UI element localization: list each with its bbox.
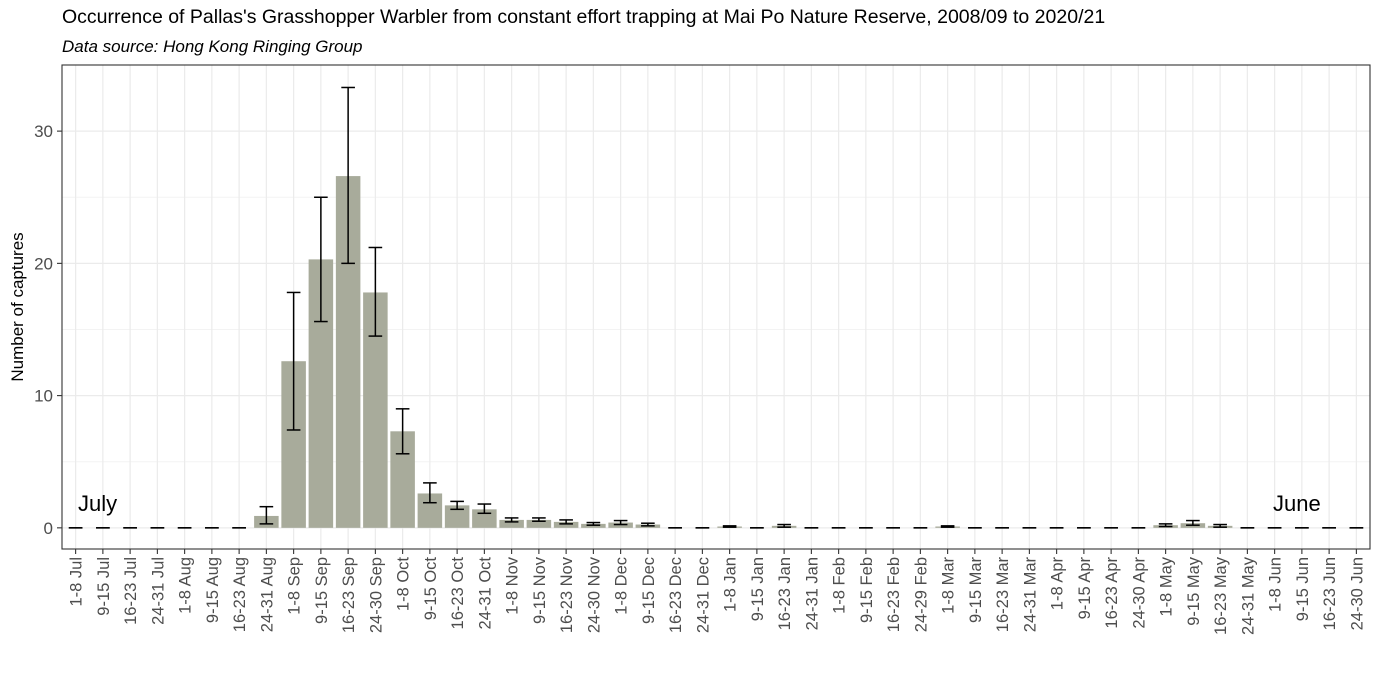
x-tick-label: 24-30 Sep	[367, 557, 385, 633]
error-bar	[341, 86, 355, 265]
x-tick-label: 16-23 May	[1212, 556, 1230, 635]
error-bar	[940, 525, 955, 528]
x-tick-label: 24-31 Dec	[694, 557, 712, 633]
bar	[444, 505, 470, 528]
error-bar	[777, 523, 791, 528]
error-bar	[532, 517, 546, 522]
error-bar	[1213, 523, 1227, 528]
x-tick-label: 9-15 Sep	[313, 557, 331, 624]
x-tick-label: 16-23 Jul	[122, 557, 140, 625]
x-tick-label: 9-15 Feb	[858, 557, 876, 623]
x-tick-label: 9-15 Jun	[1294, 557, 1312, 621]
x-tick-label: 9-15 Jul	[95, 557, 113, 616]
error-bar	[450, 500, 464, 511]
x-tick-label: 9-15 Dec	[640, 557, 658, 624]
x-tick-label: 16-23 Sep	[340, 557, 358, 633]
x-tick-label: 1-8 Apr	[1049, 556, 1067, 610]
annotation-july: July	[78, 491, 117, 516]
x-tick-label: 1-8 Nov	[504, 556, 522, 615]
error-bar	[504, 517, 519, 523]
x-tick-label: 1-8 Oct	[395, 557, 413, 612]
x-tick-label: 16-23 Jun	[1321, 557, 1339, 630]
x-tick-label: 9-15 May	[1185, 556, 1203, 626]
error-bar	[314, 196, 328, 323]
x-tick-label: 16-23 Nov	[558, 556, 576, 633]
x-tick-label: 24-30 Nov	[585, 556, 603, 633]
x-tick-label: 9-15 Aug	[204, 557, 222, 623]
error-bar	[395, 408, 410, 455]
error-bar	[559, 519, 573, 525]
error-bar	[722, 525, 737, 528]
y-tick-label: 10	[34, 387, 53, 406]
error-bar	[586, 521, 601, 526]
x-tick-label: 1-8 May	[1158, 556, 1176, 616]
x-tick-label: 16-23 Jan	[776, 557, 794, 630]
y-axis-label: Number of captures	[8, 232, 27, 381]
x-tick-label: 9-15 Nov	[531, 556, 549, 624]
error-bar	[613, 519, 628, 526]
x-tick-label: 24-30 Jun	[1348, 557, 1366, 630]
plot-panel	[62, 65, 1370, 549]
x-tick-label: 16-23 Oct	[449, 557, 467, 630]
error-bar	[423, 482, 437, 504]
y-tick-label: 0	[44, 519, 53, 538]
x-tick-label: 9-15 Jan	[749, 557, 767, 621]
x-tick-label: 24-30 Apr	[1130, 557, 1148, 629]
x-tick-label: 24-31 Oct	[476, 557, 494, 630]
x-tick-label: 24-31 Jan	[803, 557, 821, 630]
chart-title: Occurrence of Pallas's Grasshopper Warbl…	[62, 6, 1106, 28]
x-tick-label: 16-23 Mar	[994, 556, 1012, 632]
x-tick-label: 24-31 Aug	[258, 557, 276, 632]
bar	[526, 519, 552, 528]
x-tick-label: 16-23 Apr	[1103, 557, 1121, 629]
bar	[499, 519, 524, 528]
x-tick-label: 24-31 Mar	[1021, 556, 1039, 632]
x-tick-label: 9-15 Mar	[967, 557, 985, 624]
x-tick-label: 1-8 Jul	[68, 557, 86, 607]
error-bar	[259, 505, 274, 525]
x-tick-label: 1-8 Jun	[1267, 557, 1285, 612]
x-tick-label: 24-31 May	[1239, 556, 1257, 635]
x-tick-label: 16-23 Dec	[667, 557, 685, 633]
x-tick-label: 1-8 Sep	[286, 557, 304, 615]
grid-lines	[62, 65, 1370, 549]
bar	[553, 521, 579, 528]
error-bar	[1158, 523, 1173, 528]
error-bar	[477, 503, 492, 515]
y-tick-label: 30	[34, 122, 53, 141]
x-tick-label: 24-31 Jul	[149, 557, 167, 625]
chart-subtitle: Data source: Hong Kong Ringing Group	[62, 37, 363, 56]
x-tick-label: 16-23 Feb	[885, 557, 903, 632]
x-tick-label: 1-8 Feb	[831, 557, 849, 614]
x-tick-label: 1-8 Jan	[722, 557, 740, 612]
error-bar	[1186, 519, 1200, 526]
annotation-june: June	[1273, 491, 1321, 516]
y-axis: 0 10 20 30	[34, 122, 62, 538]
error-bar	[368, 246, 383, 337]
x-tick-label: 1-8 Dec	[613, 557, 631, 615]
x-tick-label: 9-15 Oct	[422, 557, 440, 621]
x-axis: 1-8 Jul 9-15 Jul 16-23 Jul 24-31 Jul 1-8 Aug…	[68, 549, 1366, 635]
x-tick-label: 16-23 Aug	[231, 557, 249, 632]
error-bar	[641, 522, 655, 527]
x-tick-label: 1-8 Aug	[177, 557, 195, 614]
x-tick-label: 24-29 Feb	[912, 557, 930, 632]
error-bars	[68, 86, 1364, 529]
y-tick-label: 20	[34, 254, 53, 273]
x-tick-label: 1-8 Mar	[940, 557, 958, 614]
error-bar	[286, 291, 301, 431]
plot-border	[61, 64, 1371, 550]
x-tick-label: 9-15 Apr	[1076, 556, 1094, 619]
